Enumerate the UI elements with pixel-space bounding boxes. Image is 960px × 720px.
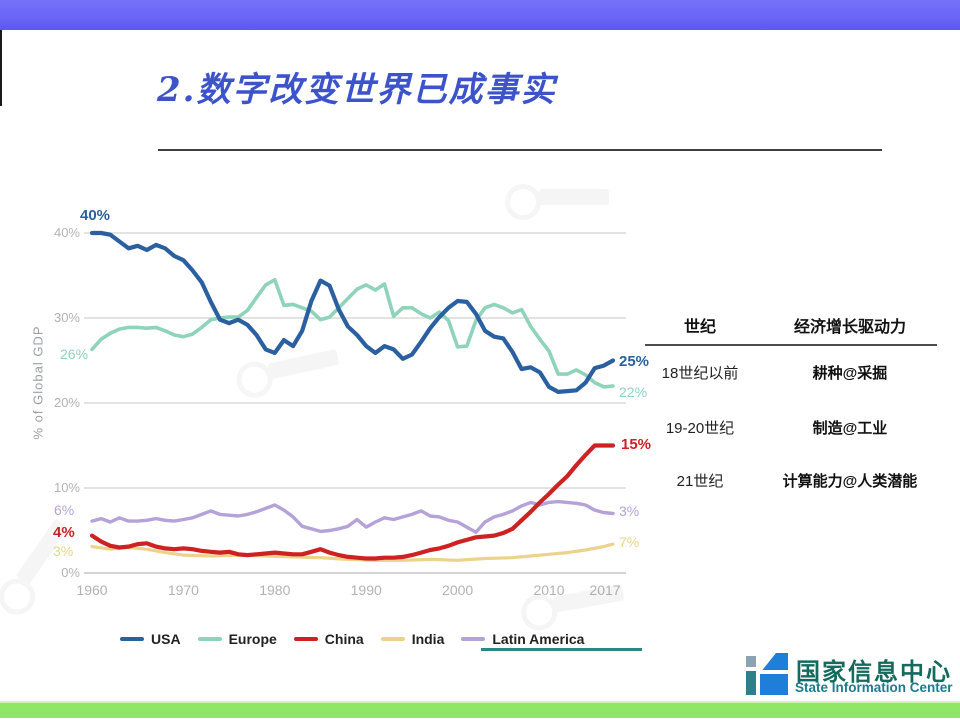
x-tick-label: 2010 <box>533 582 565 598</box>
legend-label: Latin America <box>492 631 585 647</box>
bottom-accent-bar <box>0 701 960 718</box>
y-axis-title: % of Global GDP <box>30 325 46 440</box>
end-label-india: 7% <box>619 534 640 551</box>
sic-logo-icon <box>746 653 788 695</box>
x-tick-label: 1990 <box>350 582 382 598</box>
legend-label: USA <box>151 631 181 647</box>
logo-text-cn: 国家信息中心 <box>796 659 952 686</box>
start-label-india: 3% <box>53 542 74 559</box>
legend-swatch <box>461 637 486 641</box>
legend-item-china: China <box>293 631 364 647</box>
legend-divider-line <box>481 648 642 651</box>
start-label-europe: 26% <box>60 346 89 363</box>
series-line-europe <box>90 278 615 389</box>
start-label-latin-america: 6% <box>54 502 75 519</box>
legend-item-europe: Europe <box>197 631 277 647</box>
logo-text-en: State Information Center <box>795 680 953 695</box>
series-line-latin-america <box>90 499 615 534</box>
table-header-driver: 经济增长驱动力 <box>793 319 906 336</box>
cell-century-1: 18世纪以前 <box>661 365 739 382</box>
table-header-rule <box>645 344 937 346</box>
legend-label: Europe <box>228 631 277 647</box>
top-accent-bar <box>0 0 960 30</box>
end-label-europe: 22% <box>619 384 648 400</box>
cell-driver-2: 制造@工业 <box>812 420 888 437</box>
series-line-usa <box>89 230 616 394</box>
cell-century-2: 19-20世纪 <box>665 420 735 437</box>
x-tick-label: 1960 <box>76 582 108 598</box>
y-tick-label: 10% <box>53 480 80 495</box>
cell-century-3: 21世纪 <box>676 473 724 490</box>
x-tick-label: 1970 <box>167 582 199 598</box>
century-table: 世纪 经济增长驱动力 18世纪以前 耕种@采掘 19-20世纪 制造@工业 21… <box>645 313 945 490</box>
series-line-china <box>89 443 616 561</box>
cell-driver-1: 耕种@采掘 <box>812 365 888 382</box>
x-tick-label: 2000 <box>442 582 474 598</box>
end-label-usa: 25% <box>619 352 650 370</box>
end-label-latin-america: 3% <box>619 502 640 519</box>
table-row: 19-20世纪 制造@工业 <box>645 417 945 438</box>
page-title: 2.数字改变世界已成事实 <box>157 70 557 110</box>
y-tick-label: 40% <box>53 225 80 240</box>
title-underline <box>158 149 882 151</box>
start-label-usa: 40% <box>80 207 111 224</box>
chart-legend: USA Europe China India Latin America <box>120 631 601 647</box>
legend-swatch <box>380 637 405 641</box>
legend-swatch <box>197 637 222 641</box>
legend-swatch <box>120 637 144 641</box>
legend-item-india: India <box>380 631 445 647</box>
table-row: 18世纪以前 耕种@采掘 <box>645 362 945 383</box>
legend-label: China <box>324 631 364 647</box>
legend-item-latin-america: Latin America <box>461 631 584 647</box>
start-label-china: 4% <box>53 523 75 541</box>
y-tick-label: 30% <box>53 310 80 325</box>
legend-label: India <box>411 631 445 647</box>
series-line-india <box>90 542 615 562</box>
x-tick-label: 1980 <box>259 582 291 598</box>
table-header-century: 世纪 <box>683 319 716 336</box>
y-tick-label: 20% <box>53 395 80 410</box>
left-edge-mark <box>0 30 2 106</box>
end-label-china: 15% <box>621 435 652 453</box>
watermark <box>233 341 347 401</box>
cell-driver-3: 计算能力@人类潜能 <box>782 473 918 490</box>
y-tick-label: 0% <box>61 565 80 580</box>
legend-swatch <box>293 637 318 641</box>
table-row: 21世纪 计算能力@人类潜能 <box>645 470 945 491</box>
table-header-row: 世纪 经济增长驱动力 <box>645 313 945 337</box>
legend-item-usa: USA <box>120 631 181 647</box>
x-tick-label: 2017 <box>589 582 621 598</box>
watermark <box>505 182 615 220</box>
